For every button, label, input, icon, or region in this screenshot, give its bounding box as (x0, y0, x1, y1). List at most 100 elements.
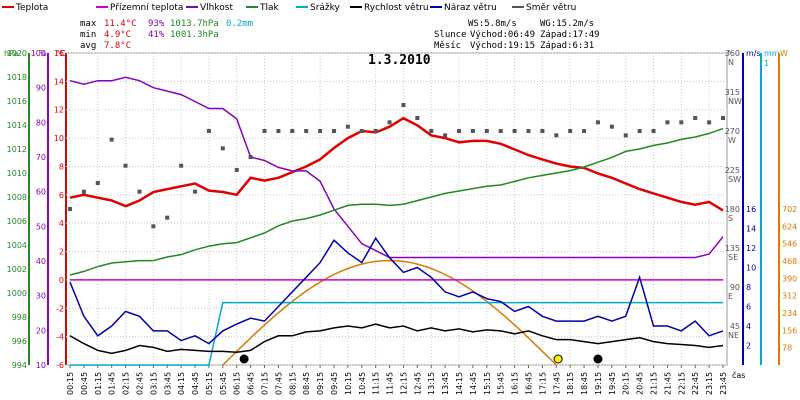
x-tick-label: 14:15 (455, 372, 464, 395)
wind-dir-point (109, 137, 114, 142)
wind-dir-point (179, 163, 184, 168)
x-tick-label: 10:45 (358, 372, 367, 395)
x-axis-label: čas (732, 370, 745, 380)
wind-dir-point (595, 120, 600, 125)
axis-labels: 1020101810161014101210101008100610041002… (7, 49, 798, 370)
x-tick-label: 06:45 (247, 372, 256, 395)
axis-tick-pct: 30 (36, 292, 46, 301)
wind-dir-point (373, 129, 378, 133)
wind-dir-point (554, 133, 559, 138)
sun-label: Slunce (434, 30, 467, 40)
legend-item-wind-speed: Rychlost větru (364, 3, 429, 13)
marker-sun (553, 354, 563, 364)
x-tick-label: 20:15 (622, 372, 631, 395)
axis-tick-dir: W (728, 136, 736, 145)
wind-dir-point (721, 116, 725, 120)
x-tick-label: 14:45 (469, 372, 478, 395)
axis-tick-wm2: 468 (782, 257, 797, 266)
stat-max-label: max (80, 19, 97, 29)
legend-item-wind-gust: Náraz větru (444, 3, 497, 13)
axis-tick-pct: 10 (36, 361, 46, 370)
wind-dir-point (234, 168, 239, 172)
axis-tick-deg: 135 (725, 244, 740, 253)
x-tick-label: 16:15 (511, 372, 520, 395)
x-tick-label: 02:15 (122, 372, 131, 395)
moon-set: Západ:6:31 (540, 41, 594, 51)
axis-tick-dir: N (728, 58, 734, 67)
x-tick-label: 13:15 (427, 372, 436, 395)
chart-title: 1.3.2010 (368, 53, 431, 68)
x-tick-label: 16:45 (524, 372, 533, 395)
series-layer (68, 76, 725, 366)
legend-item-ground-temp: Přízemní teplota (110, 3, 183, 13)
stat-avg-temp: 7.8°C (104, 41, 131, 51)
axis-tick-deg: 45 (730, 322, 740, 331)
wind-dir-point (165, 215, 170, 220)
axis-unit-mm: mm (764, 49, 780, 58)
axis-tick-deg: 225 (725, 166, 740, 175)
axis-tick-pct: 60 (36, 188, 46, 197)
axis-tick-hpa: 1002 (7, 265, 27, 274)
sun-set: Západ:17:49 (540, 30, 600, 40)
axis-tick-wm2: 234 (782, 309, 797, 318)
axis-tick-ms: 2 (746, 342, 751, 351)
wind-dir-point (526, 129, 531, 133)
stat-max-temp: 11.4°C (104, 19, 137, 29)
axis-tick-hpa: 1004 (7, 241, 27, 250)
grid (66, 52, 727, 366)
stat-min-label: min (80, 30, 96, 40)
x-tick-label: 21:45 (663, 372, 672, 395)
axis-tick-ms: 4 (746, 322, 751, 331)
x-tick-label: 12:15 (399, 372, 408, 395)
moon-rise: Východ:19:15 (470, 41, 535, 51)
axis-tick-deg: 90 (730, 283, 740, 292)
wind-dir-point (470, 129, 475, 133)
wind-dir-point (512, 129, 517, 133)
axis-tick-deg: 180 (725, 205, 740, 214)
axis-tick-ms: 6 (746, 303, 751, 312)
series-line-solar (222, 259, 557, 366)
axis-unit-wm2: W (780, 49, 788, 58)
axis-tick-pct: 90 (36, 84, 46, 93)
series-line-6 (69, 236, 724, 345)
wind-dir-point (443, 133, 448, 138)
axis-tick-hpa: 1000 (7, 289, 27, 298)
axis-unit-ms: m/s (746, 49, 761, 58)
plot-frame (65, 52, 728, 366)
wind-dir-point (623, 133, 628, 138)
axis-tick-wm2: 156 (782, 326, 797, 335)
wind-dir-point (568, 129, 573, 133)
wind-dir-point (137, 189, 142, 194)
axis-tick-hpa: 1014 (7, 121, 27, 130)
axis-tick-temp: 2 (59, 248, 64, 257)
wind-dir-point (665, 120, 670, 125)
x-tick-label: 21:15 (650, 372, 659, 395)
x-tick-label: 07:45 (274, 372, 283, 395)
series-line-2 (69, 76, 724, 259)
x-tick-label: 19:45 (608, 372, 617, 395)
x-tick-label: 09:45 (330, 372, 339, 395)
wind-dir-point (582, 129, 587, 133)
axis-tick-hpa: 1020 (7, 49, 27, 58)
axis-tick-pct: 80 (36, 118, 46, 127)
x-tick-label: 18:15 (566, 372, 575, 395)
axis-tick-temp: 16 (54, 49, 64, 58)
axis-unit-hpa: hPa (4, 49, 19, 58)
axis-tick-hpa: 1006 (7, 217, 27, 226)
x-tick-label: 03:45 (163, 372, 172, 395)
axis-tick-wm2: 624 (782, 222, 797, 231)
x-tick-label: 11:45 (386, 372, 395, 395)
axis-tick-deg: 315 (725, 88, 740, 97)
wind-dir-point (262, 129, 267, 133)
wind-dir-point (193, 189, 198, 194)
x-tick-label: 00:15 (66, 372, 75, 395)
stat-max-rain: 0.2mm (226, 19, 253, 29)
wind-dir-point (359, 129, 364, 133)
axis-tick-temp: 14 (54, 77, 64, 86)
axis-tick-hpa: 1008 (7, 193, 27, 202)
wind-dir-point (415, 116, 420, 120)
wind-dir-point (693, 116, 698, 120)
axis-tick-hpa: 998 (12, 313, 27, 322)
wind-dir-point (123, 163, 128, 168)
x-tick-label: 15:15 (483, 372, 492, 395)
